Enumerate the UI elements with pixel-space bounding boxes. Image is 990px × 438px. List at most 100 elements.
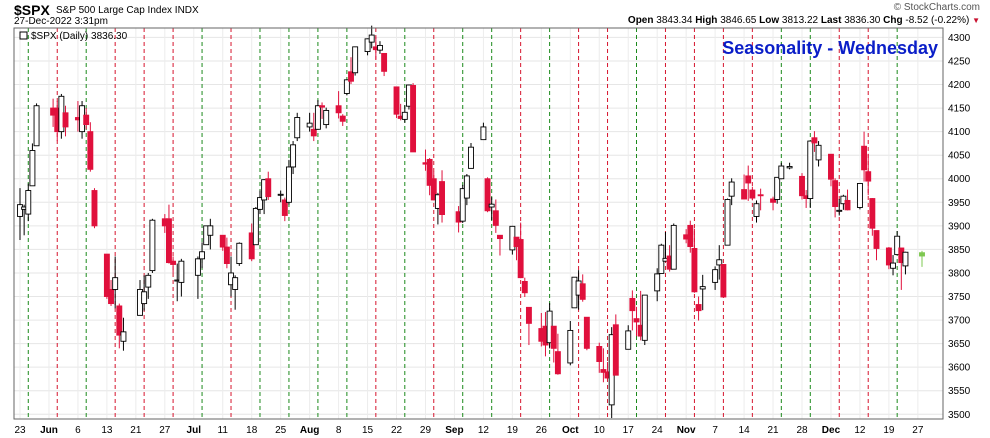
- candle-body: [517, 239, 524, 279]
- candle-body: [786, 166, 793, 169]
- x-tick-label: Dec: [822, 425, 841, 436]
- candle-body: [219, 234, 226, 248]
- x-tick-label: 7: [712, 425, 718, 436]
- candle-body: [629, 297, 636, 312]
- candle-body: [894, 235, 901, 256]
- candle-body: [314, 105, 321, 130]
- candle-body: [670, 224, 677, 270]
- candle-body: [654, 273, 661, 292]
- candle-body: [232, 277, 239, 290]
- candle-body: [902, 251, 909, 267]
- candle-body: [364, 38, 371, 53]
- quote-summary: Open 3843.34 High 3846.65 Low 3813.22 La…: [628, 16, 980, 26]
- down-arrow-icon: ▼: [972, 16, 980, 25]
- candle-body: [550, 325, 557, 349]
- candle-body: [401, 111, 408, 120]
- candle-body: [426, 158, 433, 186]
- x-tick-label: 10: [594, 425, 606, 436]
- candle-body: [716, 259, 723, 266]
- candle-body: [339, 115, 346, 122]
- candle-body: [753, 203, 760, 217]
- candle-body: [178, 260, 185, 283]
- candle-body: [145, 274, 152, 288]
- candle-body: [567, 329, 574, 364]
- x-tick-label: 22: [391, 425, 403, 436]
- candle-body: [252, 207, 259, 246]
- x-tick-label: 29: [420, 425, 432, 436]
- candle-body: [91, 190, 98, 227]
- x-tick-label: 21: [130, 425, 142, 436]
- candle-body: [625, 330, 632, 350]
- y-tick-label: 3800: [948, 268, 971, 279]
- x-tick-label: 19: [883, 425, 895, 436]
- candle-body: [919, 252, 925, 257]
- x-tick-label: 24: [652, 425, 664, 436]
- x-tick-label: 23: [14, 425, 26, 436]
- candle-body: [248, 232, 255, 260]
- candle-body: [811, 137, 818, 144]
- candle-body: [745, 175, 752, 184]
- x-tick-label: 17: [623, 425, 635, 436]
- exchange-label: INDX: [174, 5, 199, 16]
- candle-body: [257, 197, 263, 210]
- candle-body: [17, 204, 23, 217]
- y-tick-label: 4050: [948, 151, 971, 162]
- candle-body: [199, 251, 206, 260]
- y-tick-label: 3650: [948, 339, 971, 350]
- x-tick-label: Aug: [300, 425, 319, 436]
- plot-frame: [13, 27, 944, 420]
- quote-date: 27-Dec-2022 3:31pm: [14, 16, 108, 27]
- candle-body: [774, 176, 781, 200]
- candle-body: [856, 183, 863, 208]
- candle-body: [343, 79, 350, 94]
- y-tick-label: 4200: [948, 80, 971, 91]
- x-tick-label: Oct: [562, 425, 579, 436]
- candle-body: [554, 351, 561, 375]
- y-tick-label: 3700: [948, 316, 971, 327]
- high-value: 3846.65: [720, 15, 757, 26]
- candle-body: [25, 190, 32, 215]
- candle-body: [691, 248, 698, 293]
- x-tick-label: 14: [739, 425, 751, 436]
- candle-body: [492, 210, 499, 226]
- candle-body: [890, 262, 896, 269]
- candle-body: [277, 193, 284, 196]
- x-tick-label: 8: [336, 425, 342, 436]
- x-tick-label: 25: [275, 425, 287, 436]
- candle-body: [844, 199, 851, 211]
- open-label: Open: [627, 15, 654, 26]
- candle-body: [166, 218, 172, 264]
- x-tick-label: Nov: [677, 425, 696, 436]
- candle-body: [687, 224, 694, 248]
- candle-body: [641, 294, 648, 341]
- candle-body: [323, 109, 330, 126]
- chart-legend: $SPX (Daily) 3836.30: [19, 31, 128, 42]
- candle-body: [335, 105, 342, 114]
- y-tick-label: 3600: [948, 363, 971, 374]
- last-value: 3836.30: [844, 15, 881, 26]
- candle-body: [724, 199, 731, 246]
- candle-body: [348, 71, 354, 82]
- candle-body: [62, 112, 69, 128]
- candle-body: [141, 291, 148, 305]
- y-tick-label: 4150: [948, 104, 971, 115]
- candle-body: [290, 144, 297, 168]
- candle-body: [757, 194, 764, 197]
- candle-body: [861, 145, 868, 171]
- candle-body: [285, 166, 292, 203]
- candle-body: [480, 126, 487, 141]
- low-value: 3813.22: [781, 15, 819, 26]
- candle-body: [525, 306, 532, 324]
- candle-body: [799, 175, 805, 197]
- candle-body: [488, 203, 495, 208]
- candle-body: [633, 318, 640, 323]
- x-tick-label: Jun: [40, 425, 58, 436]
- candle-body: [352, 46, 359, 74]
- candle-body: [120, 331, 127, 342]
- candle-body: [29, 150, 36, 187]
- candle-body: [699, 286, 706, 290]
- y-tick-label: 4300: [948, 33, 971, 44]
- x-tick-label: 27: [912, 425, 924, 436]
- candle-body: [840, 195, 847, 205]
- candle-body: [728, 181, 735, 197]
